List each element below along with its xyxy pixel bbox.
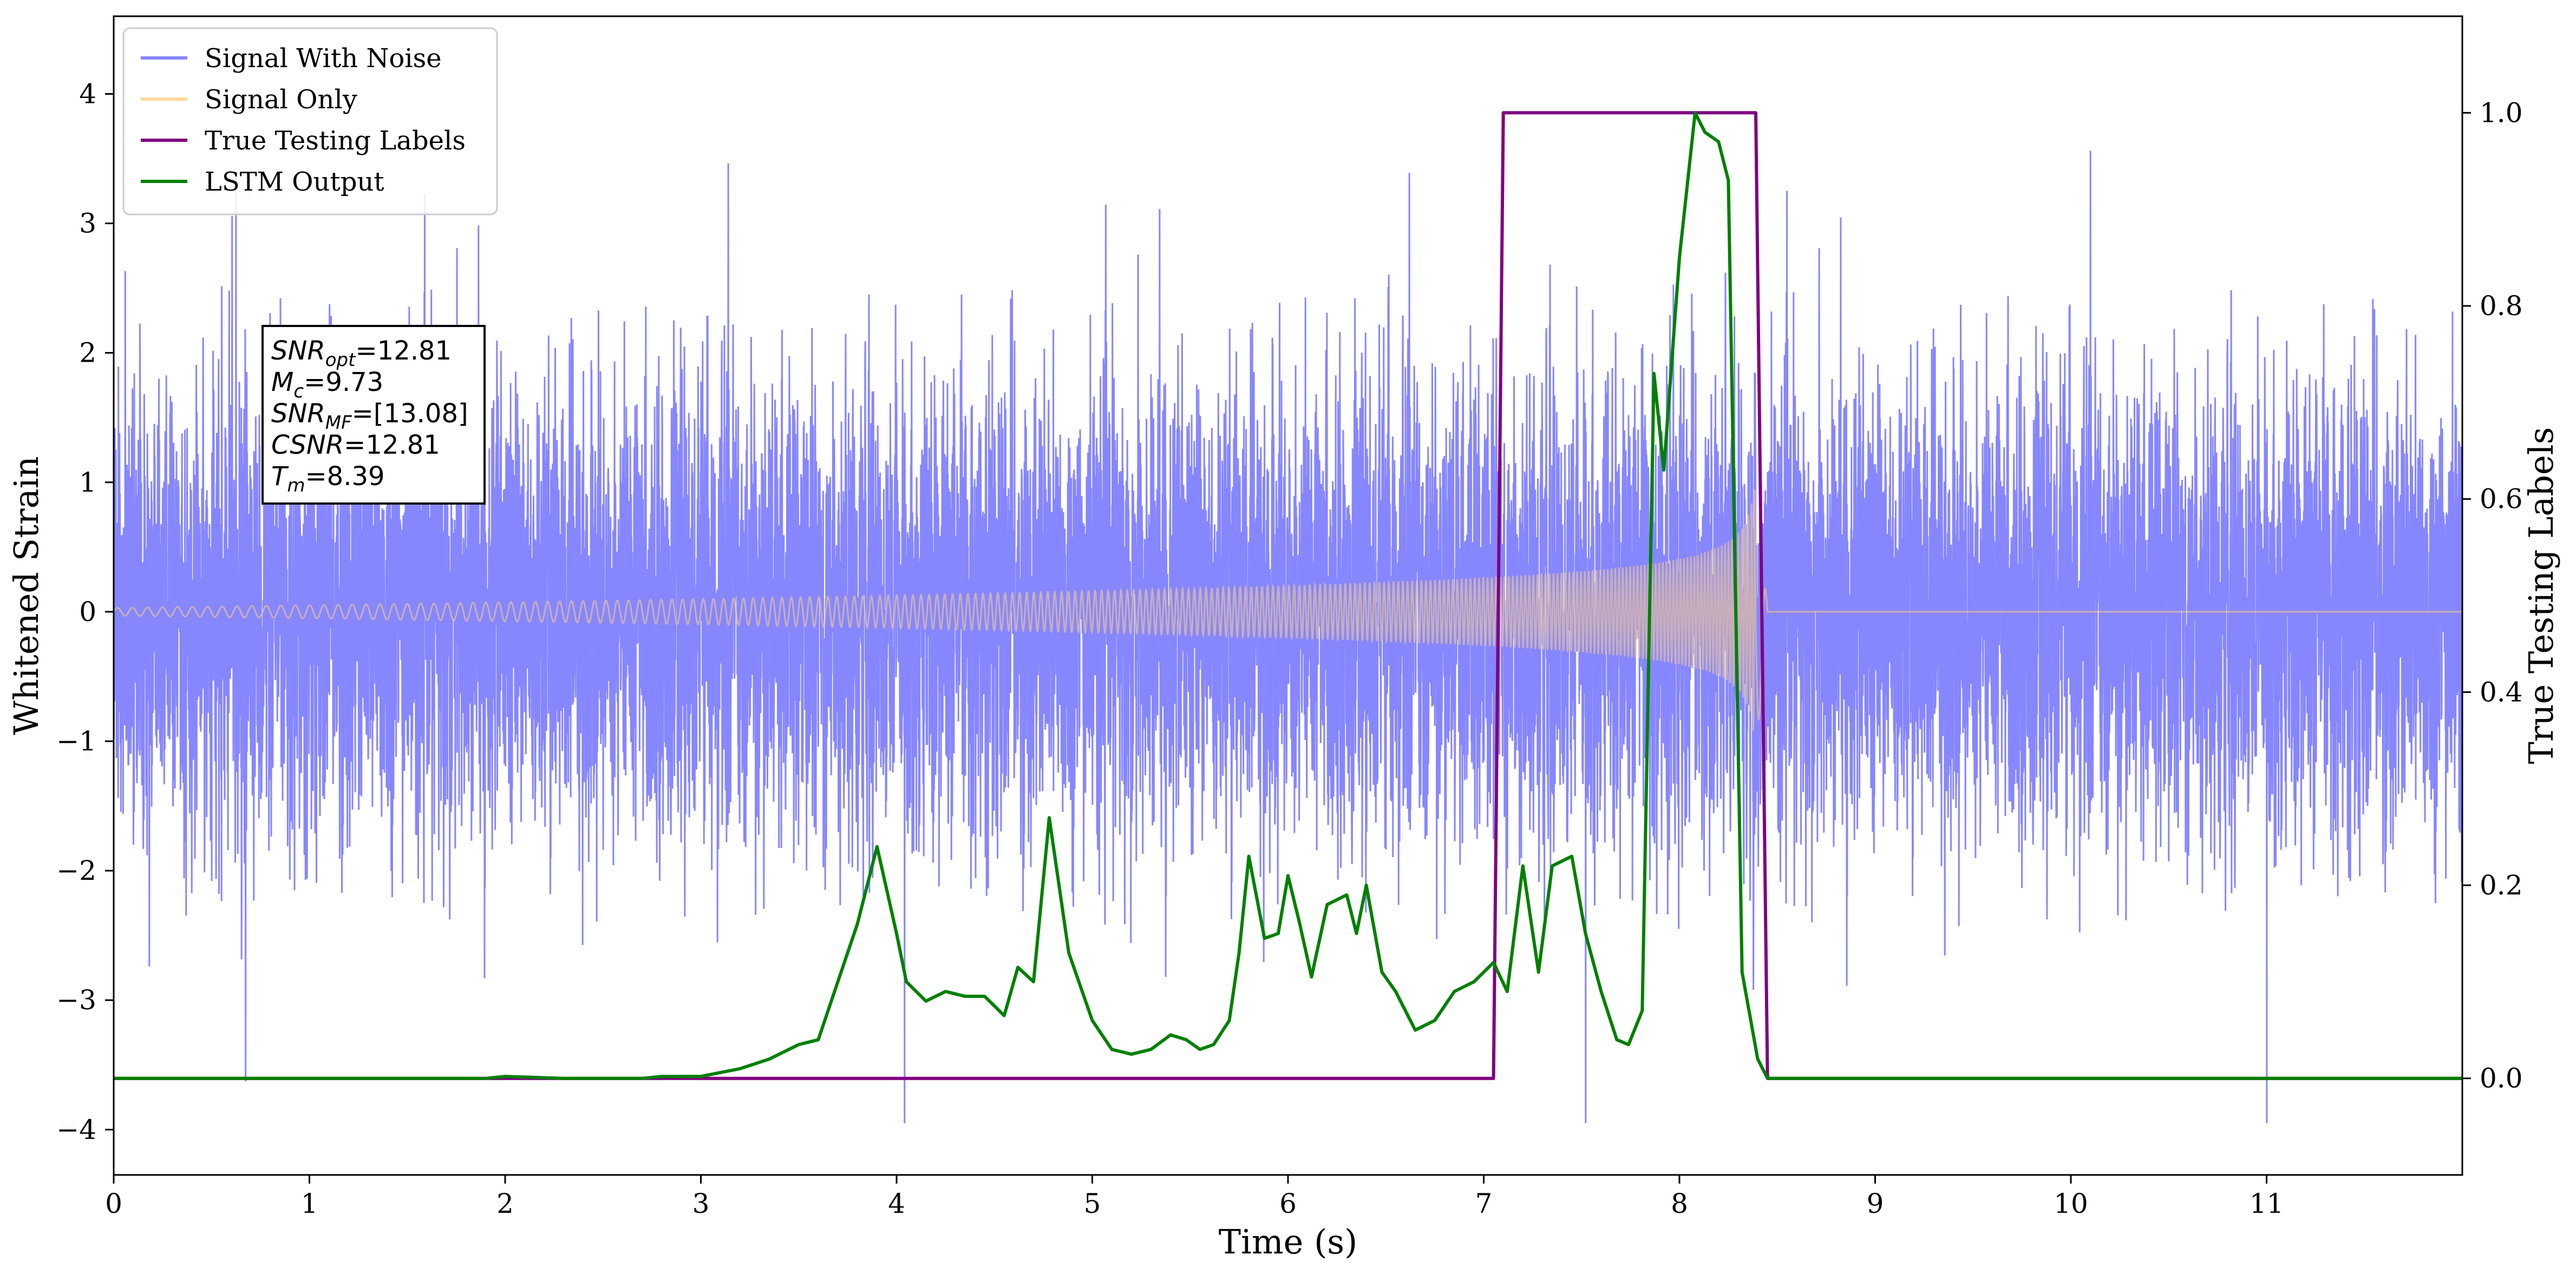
y2-axis-title: True Testing Labels: [2521, 427, 2561, 765]
y2-tick-label: 0.0: [2480, 1063, 2523, 1094]
x-tick-label: 8: [1671, 1188, 1688, 1219]
annotation-line: SNRopt=12.81: [271, 336, 452, 371]
annotation-symbol: SNR: [271, 336, 325, 366]
annotation-symbol: CSNR: [271, 430, 344, 460]
series-layer: [114, 111, 2462, 1123]
y-tick-label: −1: [56, 726, 96, 757]
y-tick-label: 1: [79, 467, 96, 498]
x-axis-title: Time (s): [1219, 1222, 1358, 1262]
x-tick-label: 3: [692, 1188, 710, 1219]
annotation-subscript: m: [287, 475, 305, 496]
legend-label: Signal With Noise: [205, 43, 442, 74]
annotation-line: Tm=8.39: [271, 461, 385, 496]
x-tick-label: 1: [301, 1188, 318, 1219]
y2-tick-label: 0.8: [2480, 290, 2523, 322]
legend-frame: [122, 27, 498, 215]
plot-area: [113, 15, 2463, 1176]
y2-tick-label: 0.2: [2480, 870, 2523, 901]
y2-tick-label: 1.0: [2480, 97, 2523, 128]
x-tick-label: 9: [1867, 1188, 1884, 1219]
annotation-value: =12.81: [355, 336, 452, 366]
annotation-symbol: M: [271, 367, 293, 397]
annotation-box: SNRopt=12.81Mc=9.73SNRMF=[13.08]CSNR=12.…: [261, 325, 486, 505]
legend-label: True Testing Labels: [205, 126, 466, 156]
annotation-value: =8.39: [305, 461, 384, 492]
y-tick-label: 0: [79, 596, 96, 628]
y-axis-title: Whitened Strain: [6, 456, 46, 735]
y-tick-label: 3: [79, 208, 96, 239]
annotation-frame: [261, 325, 486, 505]
series-signal-only: [114, 489, 2462, 731]
y-tick-label: −4: [56, 1114, 96, 1145]
x-tick-label: 2: [496, 1188, 514, 1219]
x-axis: 0 1 2 3 4 5 6 7 8 9 10 11: [105, 1175, 2284, 1219]
series-lstm-output: [114, 111, 2462, 1080]
legend-label: LSTM Output: [205, 167, 384, 197]
x-tick-label: 4: [888, 1188, 905, 1219]
x-tick-label: 11: [2250, 1188, 2284, 1219]
y-tick-label: 2: [79, 337, 96, 369]
annotation-subscript: c: [293, 381, 304, 402]
x-tick-label: 5: [1084, 1188, 1101, 1219]
annotation-subscript: MF: [325, 412, 352, 434]
annotation-value: =[13.08]: [352, 398, 468, 429]
x-tick-label: 6: [1279, 1188, 1297, 1219]
y-tick-label: −2: [56, 855, 96, 886]
y-axis-left: −4 −3 −2 −1 0 1 2 3 4: [56, 78, 114, 1145]
annotation-value: =12.81: [344, 430, 440, 460]
y-tick-label: −3: [56, 984, 96, 1016]
x-tick-label: 10: [2054, 1188, 2088, 1219]
y-axis-right: 0.0 0.2 0.4 0.6 0.8 1.0: [2462, 97, 2523, 1094]
annotation-line: CSNR=12.81: [271, 430, 440, 460]
y-tick-label: 4: [79, 78, 96, 109]
annotation-symbol: T: [271, 461, 289, 492]
annotation-symbol: SNR: [271, 398, 325, 429]
legend-label: Signal Only: [205, 84, 357, 115]
annotation-subscript: opt: [325, 349, 356, 371]
y2-tick-label: 0.4: [2480, 676, 2523, 708]
series-signal-with-noise: [114, 151, 2462, 1123]
y2-tick-label: 0.6: [2480, 484, 2523, 515]
legend: Signal With Noise Signal Only True Testing…: [122, 27, 498, 215]
annotation-line: SNRMF=[13.08]: [271, 398, 468, 434]
annotation-line: Mc=9.73: [271, 367, 383, 402]
x-tick-label: 7: [1475, 1188, 1493, 1219]
x-tick-label: 0: [105, 1188, 122, 1219]
annotation-value: =9.73: [304, 367, 383, 397]
